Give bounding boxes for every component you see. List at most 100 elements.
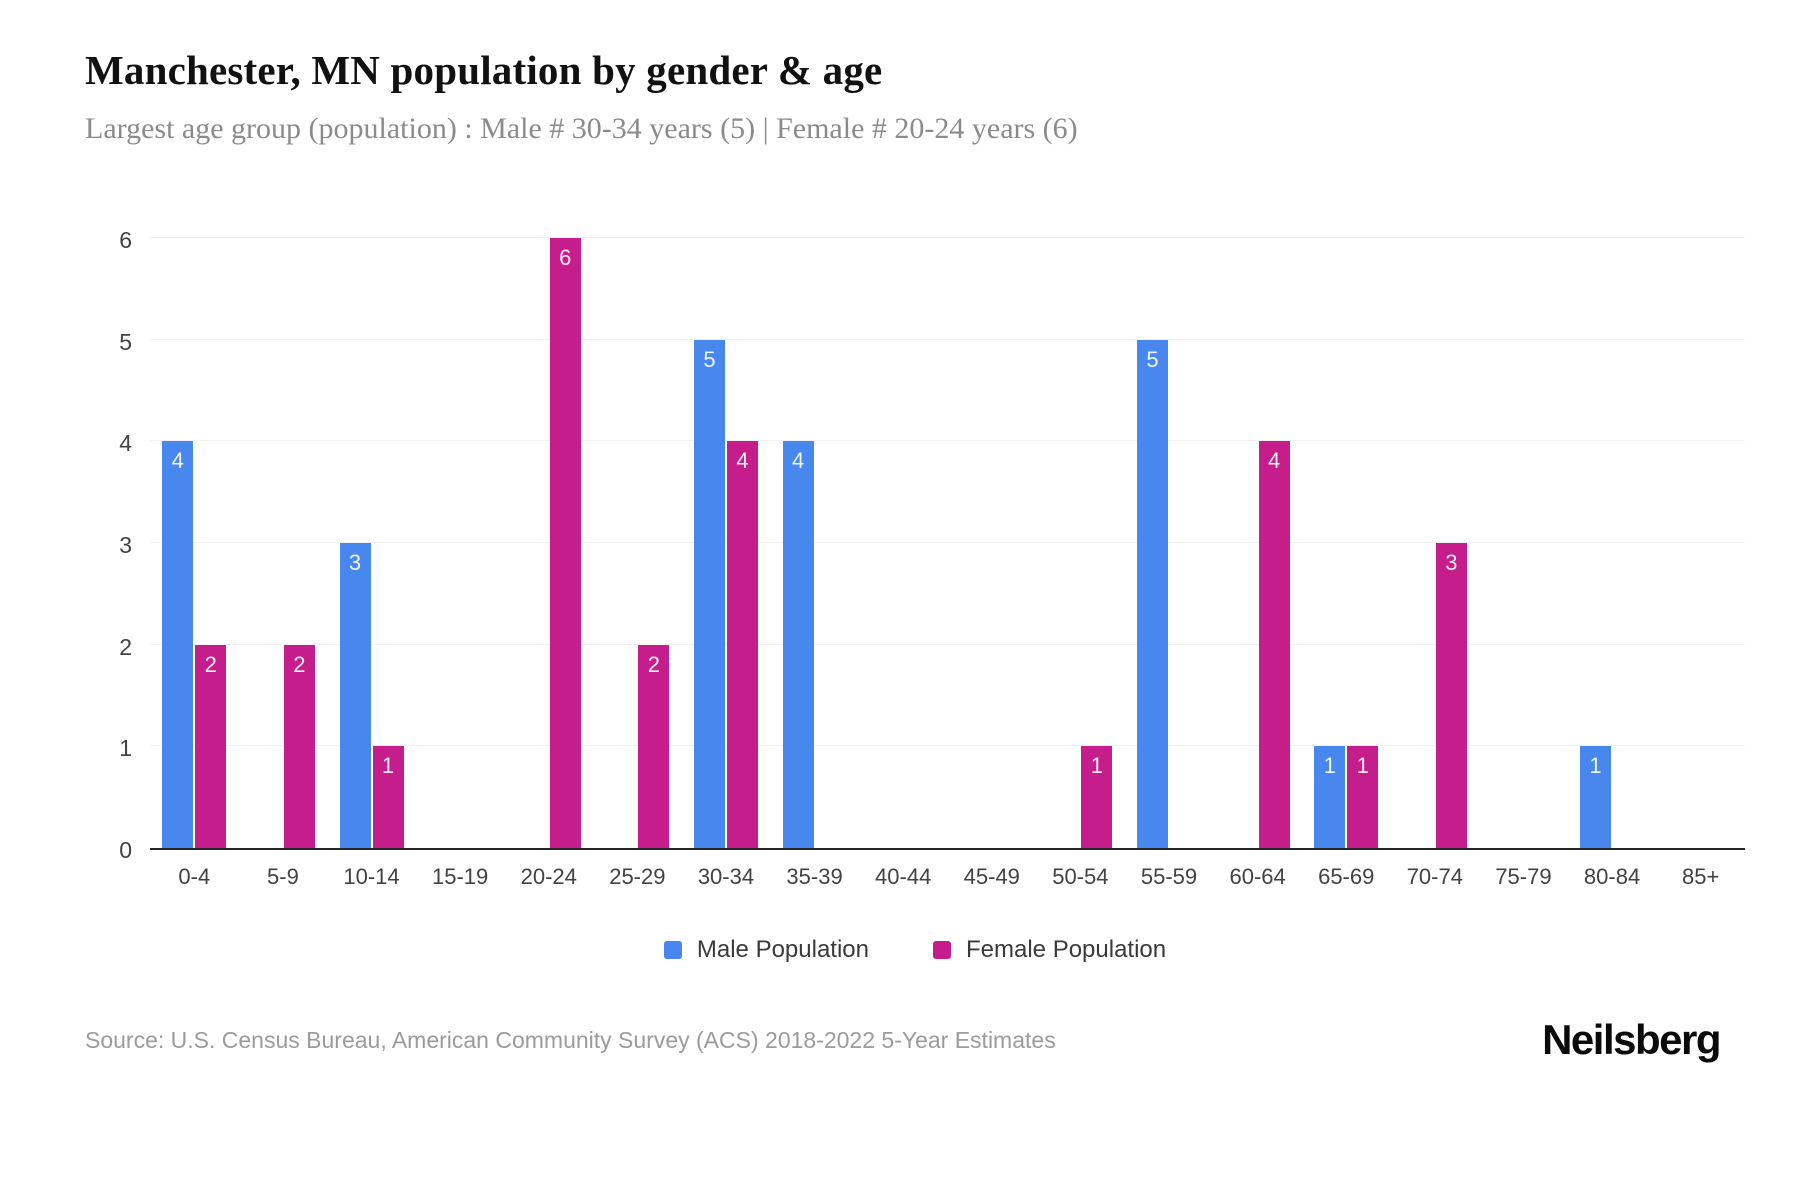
gridline <box>150 745 1745 747</box>
female-bar-20-24[interactable]: 6 <box>549 238 581 848</box>
bar-value-label: 1 <box>1356 753 1369 779</box>
male-bar-35-39[interactable]: 4 <box>782 441 814 848</box>
female-bar-70-74[interactable]: 3 <box>1435 543 1467 848</box>
female-bar-60-64[interactable]: 4 <box>1258 441 1290 848</box>
x-tick-label-50-54: 50-54 <box>1052 864 1109 889</box>
x-tick-label-55-59: 55-59 <box>1140 864 1198 889</box>
bar-group-55-59: 5 <box>1125 240 1214 848</box>
x-tick-label-15-19: 15-19 <box>431 864 489 889</box>
male-bar-80-84[interactable]: 1 <box>1580 746 1612 848</box>
x-tick-label-10-14: 10-14 <box>343 864 400 889</box>
bar-group-80-84: 1 <box>1568 240 1657 848</box>
y-tick-label: 1 <box>119 735 132 762</box>
y-tick-label: 5 <box>119 328 132 355</box>
chart-title: Manchester, MN population by gender & ag… <box>85 47 883 93</box>
male-bar-10-14[interactable]: 3 <box>339 543 371 848</box>
x-tick-label-35-39: 35-39 <box>786 864 843 889</box>
female-bar-10-14[interactable]: 1 <box>372 746 404 848</box>
bar-value-label: 1 <box>381 753 395 779</box>
x-tick-label-25-29: 25-29 <box>609 864 666 889</box>
bar-value-label: 1 <box>1090 753 1104 779</box>
female-bar-50-54[interactable]: 1 <box>1081 746 1113 848</box>
female-bar-25-29[interactable]: 2 <box>638 644 670 848</box>
x-tick-label-65-69: 65-69 <box>1318 864 1375 889</box>
bar-group-15-19 <box>416 240 505 848</box>
x-tick-label-70-74: 70-74 <box>1406 864 1463 889</box>
bar-group-20-24: 6 <box>504 238 593 848</box>
neilsberg-logo: Neilsberg <box>1542 1016 1721 1063</box>
legend-swatch-icon <box>663 941 682 959</box>
legend-item-female[interactable]: Female Population <box>933 936 1166 964</box>
bar-group-60-64: 4 <box>1213 240 1302 848</box>
gridline <box>150 542 1745 543</box>
y-tick-label: 3 <box>119 532 132 558</box>
x-tick-label-60-64: 60-64 <box>1229 864 1286 889</box>
bar-value-label: 1 <box>1589 753 1602 779</box>
bar-group-35-39: 4 <box>770 240 859 848</box>
bar-value-label: 4 <box>791 448 805 474</box>
male-bar-65-69[interactable]: 1 <box>1314 746 1346 848</box>
y-tick-label: 2 <box>119 633 132 660</box>
female-bar-5-9[interactable]: 2 <box>283 644 315 848</box>
male-bar-55-59[interactable]: 5 <box>1137 339 1168 848</box>
source-attribution: Source: U.S. Census Bureau, American Com… <box>85 1026 1056 1053</box>
bar-group-85+ <box>1656 240 1745 848</box>
x-tick-label-20-24: 20-24 <box>520 864 577 889</box>
x-axis: 0-4 5-9 10-14 15-19 20-24 25-29 30-34 35-39 40-4… <box>150 864 1745 890</box>
bar-value-label: 2 <box>293 651 306 677</box>
x-tick-label-5-9: 5-9 <box>267 864 299 889</box>
bar-value-label: 5 <box>1146 346 1159 372</box>
bar-value-label: 3 <box>348 550 362 575</box>
x-tick-label-40-44: 40-44 <box>875 864 932 889</box>
bar-value-label: 2 <box>204 651 217 677</box>
legend-label: Male Population <box>696 936 869 963</box>
y-tick-label: 4 <box>119 430 132 457</box>
bar-group-40-44 <box>859 240 948 848</box>
y-tick-label: 0 <box>119 837 132 863</box>
gridline <box>150 440 1745 442</box>
female-bar-65-69[interactable]: 1 <box>1347 746 1379 848</box>
bar-group-25-29: 2 <box>593 240 682 848</box>
male-bar-30-34[interactable]: 5 <box>693 339 725 848</box>
gridline <box>150 237 1745 238</box>
y-axis: 0 1 2 3 4 5 6 <box>85 228 150 862</box>
bar-group-5-9: 2 <box>239 240 328 848</box>
legend-label: Female Population <box>966 936 1167 963</box>
bar-value-label: 4 <box>1267 448 1281 474</box>
y-tick-label: 6 <box>119 227 132 253</box>
legend: Male Population Female Population <box>85 936 1745 964</box>
x-tick-label-0-4: 0-4 <box>178 864 211 889</box>
bar-group-50-54: 1 <box>1036 240 1125 848</box>
x-tick-label-45-49: 45-49 <box>963 864 1020 889</box>
female-bar-0-4[interactable]: 2 <box>195 644 227 848</box>
footer: Source: U.S. Census Bureau, American Com… <box>85 1016 1745 1064</box>
x-tick-label-85+: 85+ <box>1682 864 1720 889</box>
gridline <box>150 338 1745 340</box>
bar-value-label: 3 <box>1445 550 1458 575</box>
bar-value-label: 4 <box>171 448 184 474</box>
male-bar-0-4[interactable]: 4 <box>162 441 194 848</box>
x-tick-label-80-84: 80-84 <box>1583 864 1641 889</box>
female-bar-30-34[interactable]: 4 <box>726 441 758 848</box>
bar-group-75-79 <box>1479 240 1568 848</box>
bar-value-label: 4 <box>736 448 749 474</box>
bar-value-label: 6 <box>559 245 572 270</box>
bar-value-label: 2 <box>647 651 660 677</box>
bar-value-label: 5 <box>703 346 716 372</box>
bar-value-label: 1 <box>1323 753 1336 779</box>
x-tick-label-30-34: 30-34 <box>697 864 755 889</box>
bar-group-45-49 <box>947 240 1036 848</box>
x-tick-label-75-79: 75-79 <box>1495 864 1552 889</box>
chart-subtitle: Largest age group (population) : Male # … <box>85 112 1078 145</box>
legend-swatch-icon <box>933 941 951 959</box>
bar-group-70-74: 3 <box>1391 240 1480 848</box>
legend-item-male[interactable]: Male Population <box>663 936 869 964</box>
